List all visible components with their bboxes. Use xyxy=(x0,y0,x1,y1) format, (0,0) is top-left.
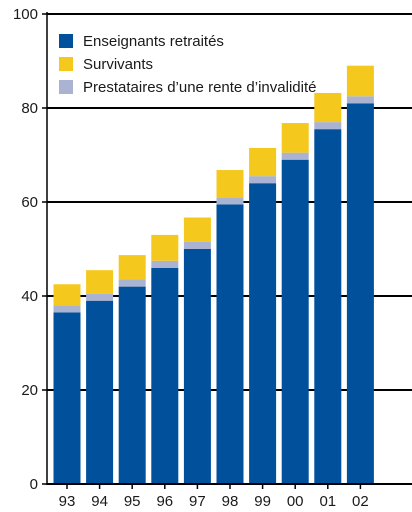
bar-97-series-2 xyxy=(183,217,211,242)
x-tick-label: 00 xyxy=(287,493,304,510)
x-tick-label: 02 xyxy=(352,493,369,510)
bar-94-series-2 xyxy=(86,270,114,294)
legend-swatch xyxy=(59,80,73,94)
bar-01-series-0 xyxy=(314,129,342,484)
bar-95-series-1 xyxy=(118,279,146,287)
bar-00-series-1 xyxy=(281,152,309,160)
legend-swatch xyxy=(59,57,73,71)
bar-93-series-1 xyxy=(53,305,81,313)
bar-99-series-0 xyxy=(249,183,277,484)
bar-98-series-0 xyxy=(216,204,244,484)
bar-97-series-0 xyxy=(183,249,211,484)
x-tick-label: 96 xyxy=(156,493,173,510)
x-tick-label: 95 xyxy=(124,493,141,510)
bars xyxy=(53,65,374,485)
x-tick-label: 97 xyxy=(189,493,206,510)
x-tick-label: 93 xyxy=(59,493,76,510)
bar-93-series-0 xyxy=(53,312,81,484)
y-tick-labels: 0 20 40 60 80 100 xyxy=(13,6,38,493)
bar-02-series-2 xyxy=(346,65,374,97)
bar-95-series-0 xyxy=(118,286,146,484)
bar-98-series-2 xyxy=(216,170,244,198)
bar-94-series-0 xyxy=(86,300,114,484)
legend-label: Enseignants retraités xyxy=(83,33,224,50)
y-tick-label: 20 xyxy=(21,382,38,399)
bar-01-series-1 xyxy=(314,122,342,130)
bar-98-series-1 xyxy=(216,197,244,205)
bar-94-series-1 xyxy=(86,293,114,301)
bar-02-series-0 xyxy=(346,103,374,485)
bar-02-series-1 xyxy=(346,96,374,104)
bar-00-series-2 xyxy=(281,123,309,153)
x-tick-label: 94 xyxy=(91,493,108,510)
bar-99-series-1 xyxy=(249,176,277,184)
legend-label: Survivants xyxy=(83,56,153,73)
bar-96-series-1 xyxy=(151,260,179,268)
bar-93-series-2 xyxy=(53,284,81,306)
x-tick-label: 99 xyxy=(254,493,271,510)
x-tick-label: 01 xyxy=(319,493,336,510)
bar-96-series-0 xyxy=(151,267,179,484)
bar-00-series-0 xyxy=(281,159,309,484)
bar-96-series-2 xyxy=(151,234,179,261)
y-tick-label: 100 xyxy=(13,6,38,23)
y-tick-label: 0 xyxy=(30,476,38,493)
y-tick-label: 80 xyxy=(21,100,38,117)
bar-99-series-2 xyxy=(249,147,277,177)
axes xyxy=(42,12,412,489)
y-tick-label: 60 xyxy=(21,194,38,211)
y-tick-label: 40 xyxy=(21,288,38,305)
legend-label: Prestataires d’une rente d’invalidité xyxy=(83,79,316,96)
legend: Enseignants retraités Survivants Prestatai… xyxy=(59,33,316,96)
bar-95-series-2 xyxy=(118,255,146,280)
x-tick-label: 98 xyxy=(222,493,239,510)
x-tick-labels: 93 94 95 96 97 98 99 00 01 02 xyxy=(59,493,369,510)
bar-97-series-1 xyxy=(183,241,211,249)
bar-01-series-2 xyxy=(314,92,342,123)
legend-swatch xyxy=(59,34,73,48)
